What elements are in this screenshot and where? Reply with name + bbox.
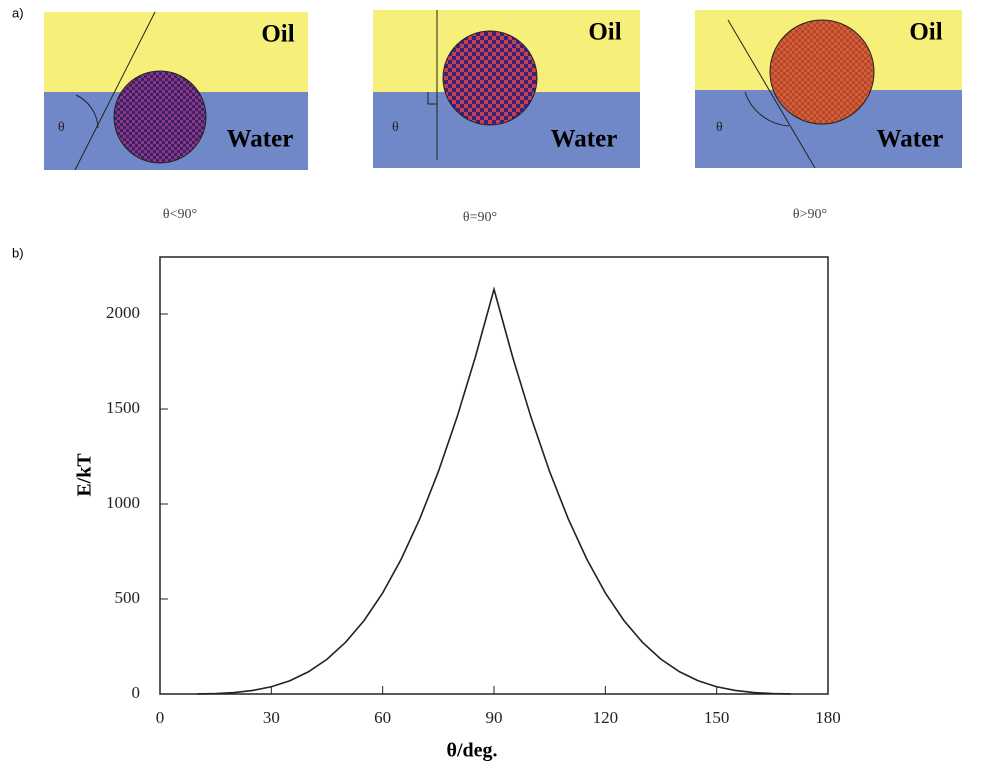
diagram: Oil Water θ θ<90° [44, 12, 308, 222]
figure: a) Oil Water θ θ<90° Oil Water θ θ=90° O… [0, 0, 992, 776]
theta-label: θ [392, 120, 399, 135]
x-tick-label: 150 [704, 708, 730, 727]
data-line [197, 289, 791, 694]
x-tick-label: 0 [156, 708, 165, 727]
oil-label: Oil [909, 19, 942, 46]
water-label: Water [877, 126, 944, 153]
water-label: Water [551, 126, 618, 153]
diagram: Oil Water θ θ=90° [373, 10, 640, 225]
oil-label: Oil [588, 19, 621, 46]
panel-label: b) [12, 245, 24, 260]
caption: θ>90° [793, 207, 827, 222]
plot-frame [160, 257, 828, 694]
x-axis-label: θ/deg. [447, 740, 498, 762]
diagram: Oil Water θ θ>90° [695, 10, 962, 222]
x-tick-label: 120 [593, 708, 619, 727]
theta-label: θ [716, 120, 723, 135]
caption: θ<90° [163, 207, 197, 222]
oil-label: Oil [261, 21, 294, 48]
y-tick-label: 500 [115, 588, 141, 607]
x-tick-label: 60 [374, 708, 391, 727]
x-tick-label: 90 [486, 708, 503, 727]
water-label: Water [227, 126, 294, 153]
theta-label: θ [58, 120, 65, 135]
particle [770, 20, 874, 124]
x-tick-label: 180 [815, 708, 841, 727]
particle [114, 71, 206, 163]
x-tick-label: 30 [263, 708, 280, 727]
particle [443, 31, 537, 125]
panel-label: a) [12, 5, 24, 20]
caption: θ=90° [463, 210, 497, 225]
y-tick-label: 0 [132, 683, 141, 702]
y-tick-label: 1500 [106, 398, 140, 417]
y-axis-label: E/kT [74, 453, 96, 497]
y-tick-label: 1000 [106, 493, 140, 512]
y-tick-label: 2000 [106, 303, 140, 322]
